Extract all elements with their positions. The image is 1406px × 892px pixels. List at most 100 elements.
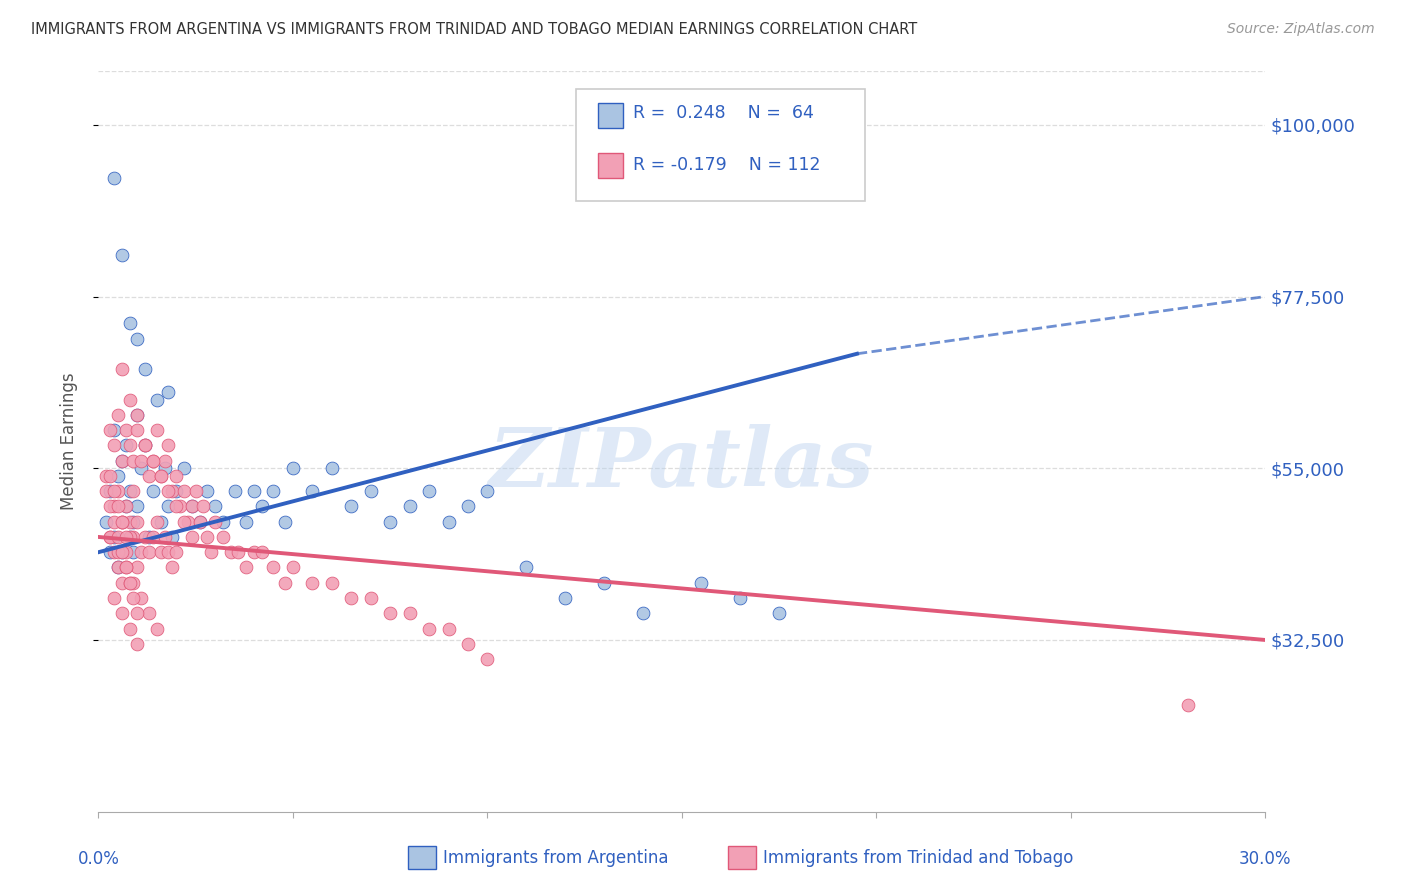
Point [262, 484, 284, 499]
Text: IMMIGRANTS FROM ARGENTINA VS IMMIGRANTS FROM TRINIDAD AND TOBAGO MEDIAN EARNINGS: IMMIGRANTS FROM ARGENTINA VS IMMIGRANTS … [31, 22, 917, 37]
Point [111, 515, 134, 529]
Point [127, 408, 149, 422]
Point [149, 469, 172, 483]
Point [180, 500, 202, 514]
Point [457, 637, 479, 651]
Point [129, 461, 152, 475]
Point [107, 500, 129, 514]
Point [98, 469, 121, 483]
Point [111, 515, 134, 529]
Point [111, 453, 134, 467]
Point [157, 384, 180, 399]
Point [103, 515, 125, 529]
Point [250, 545, 273, 559]
Point [162, 530, 184, 544]
Point [111, 362, 134, 376]
Point [114, 500, 136, 514]
Point [103, 438, 125, 452]
Point [111, 247, 134, 261]
Point [111, 545, 134, 559]
Text: R = -0.179    N = 112: R = -0.179 N = 112 [633, 156, 820, 174]
Point [380, 515, 402, 529]
Point [134, 438, 156, 452]
Point [146, 423, 169, 437]
Point [360, 484, 382, 499]
Point [340, 591, 363, 605]
Point [103, 423, 125, 437]
Point [193, 500, 215, 514]
Point [281, 461, 304, 475]
Point [114, 438, 136, 452]
Point [127, 423, 149, 437]
Point [730, 591, 752, 605]
Point [118, 530, 141, 544]
Text: Source: ZipAtlas.com: Source: ZipAtlas.com [1227, 22, 1375, 37]
Point [127, 408, 149, 422]
Point [114, 530, 136, 544]
Point [204, 515, 226, 529]
Point [134, 438, 156, 452]
Point [177, 515, 200, 529]
Point [142, 530, 165, 544]
Point [173, 461, 195, 475]
Point [127, 607, 149, 621]
Point [173, 515, 195, 529]
Point [180, 530, 202, 544]
Point [122, 484, 145, 499]
Point [142, 453, 165, 467]
Text: 0.0%: 0.0% [77, 850, 120, 868]
Point [103, 500, 125, 514]
Point [157, 484, 180, 499]
Point [118, 530, 141, 544]
Point [111, 453, 134, 467]
Point [228, 545, 250, 559]
Point [103, 171, 125, 186]
Point [96, 515, 118, 529]
Point [149, 545, 172, 559]
Point [321, 461, 343, 475]
Text: Immigrants from Trinidad and Tobago: Immigrants from Trinidad and Tobago [763, 849, 1074, 867]
Point [457, 500, 479, 514]
Point [200, 545, 222, 559]
Point [118, 438, 141, 452]
Point [515, 560, 537, 574]
Point [118, 392, 141, 407]
Point [103, 530, 125, 544]
Point [129, 545, 152, 559]
Point [437, 622, 460, 636]
Point [380, 607, 402, 621]
Point [114, 545, 136, 559]
Point [98, 530, 121, 544]
Point [477, 652, 499, 666]
Point [301, 484, 323, 499]
Point [114, 560, 136, 574]
Point [262, 560, 284, 574]
Point [96, 469, 118, 483]
Point [149, 515, 172, 529]
Point [301, 575, 323, 590]
Point [554, 591, 576, 605]
Point [114, 560, 136, 574]
Point [111, 545, 134, 559]
Point [103, 484, 125, 499]
Text: ZIPatlas: ZIPatlas [489, 424, 875, 504]
Point [768, 607, 790, 621]
Point [162, 560, 184, 574]
Point [127, 500, 149, 514]
Text: 30.0%: 30.0% [1239, 850, 1292, 868]
Point [157, 438, 180, 452]
Point [107, 545, 129, 559]
Point [153, 453, 176, 467]
Point [274, 575, 297, 590]
Point [122, 530, 145, 544]
Point [129, 591, 152, 605]
Point [138, 469, 160, 483]
Point [122, 575, 145, 590]
Point [188, 515, 211, 529]
Point [165, 484, 187, 499]
Point [114, 500, 136, 514]
Point [281, 560, 304, 574]
Point [118, 316, 141, 330]
Point [142, 453, 165, 467]
Point [437, 515, 460, 529]
